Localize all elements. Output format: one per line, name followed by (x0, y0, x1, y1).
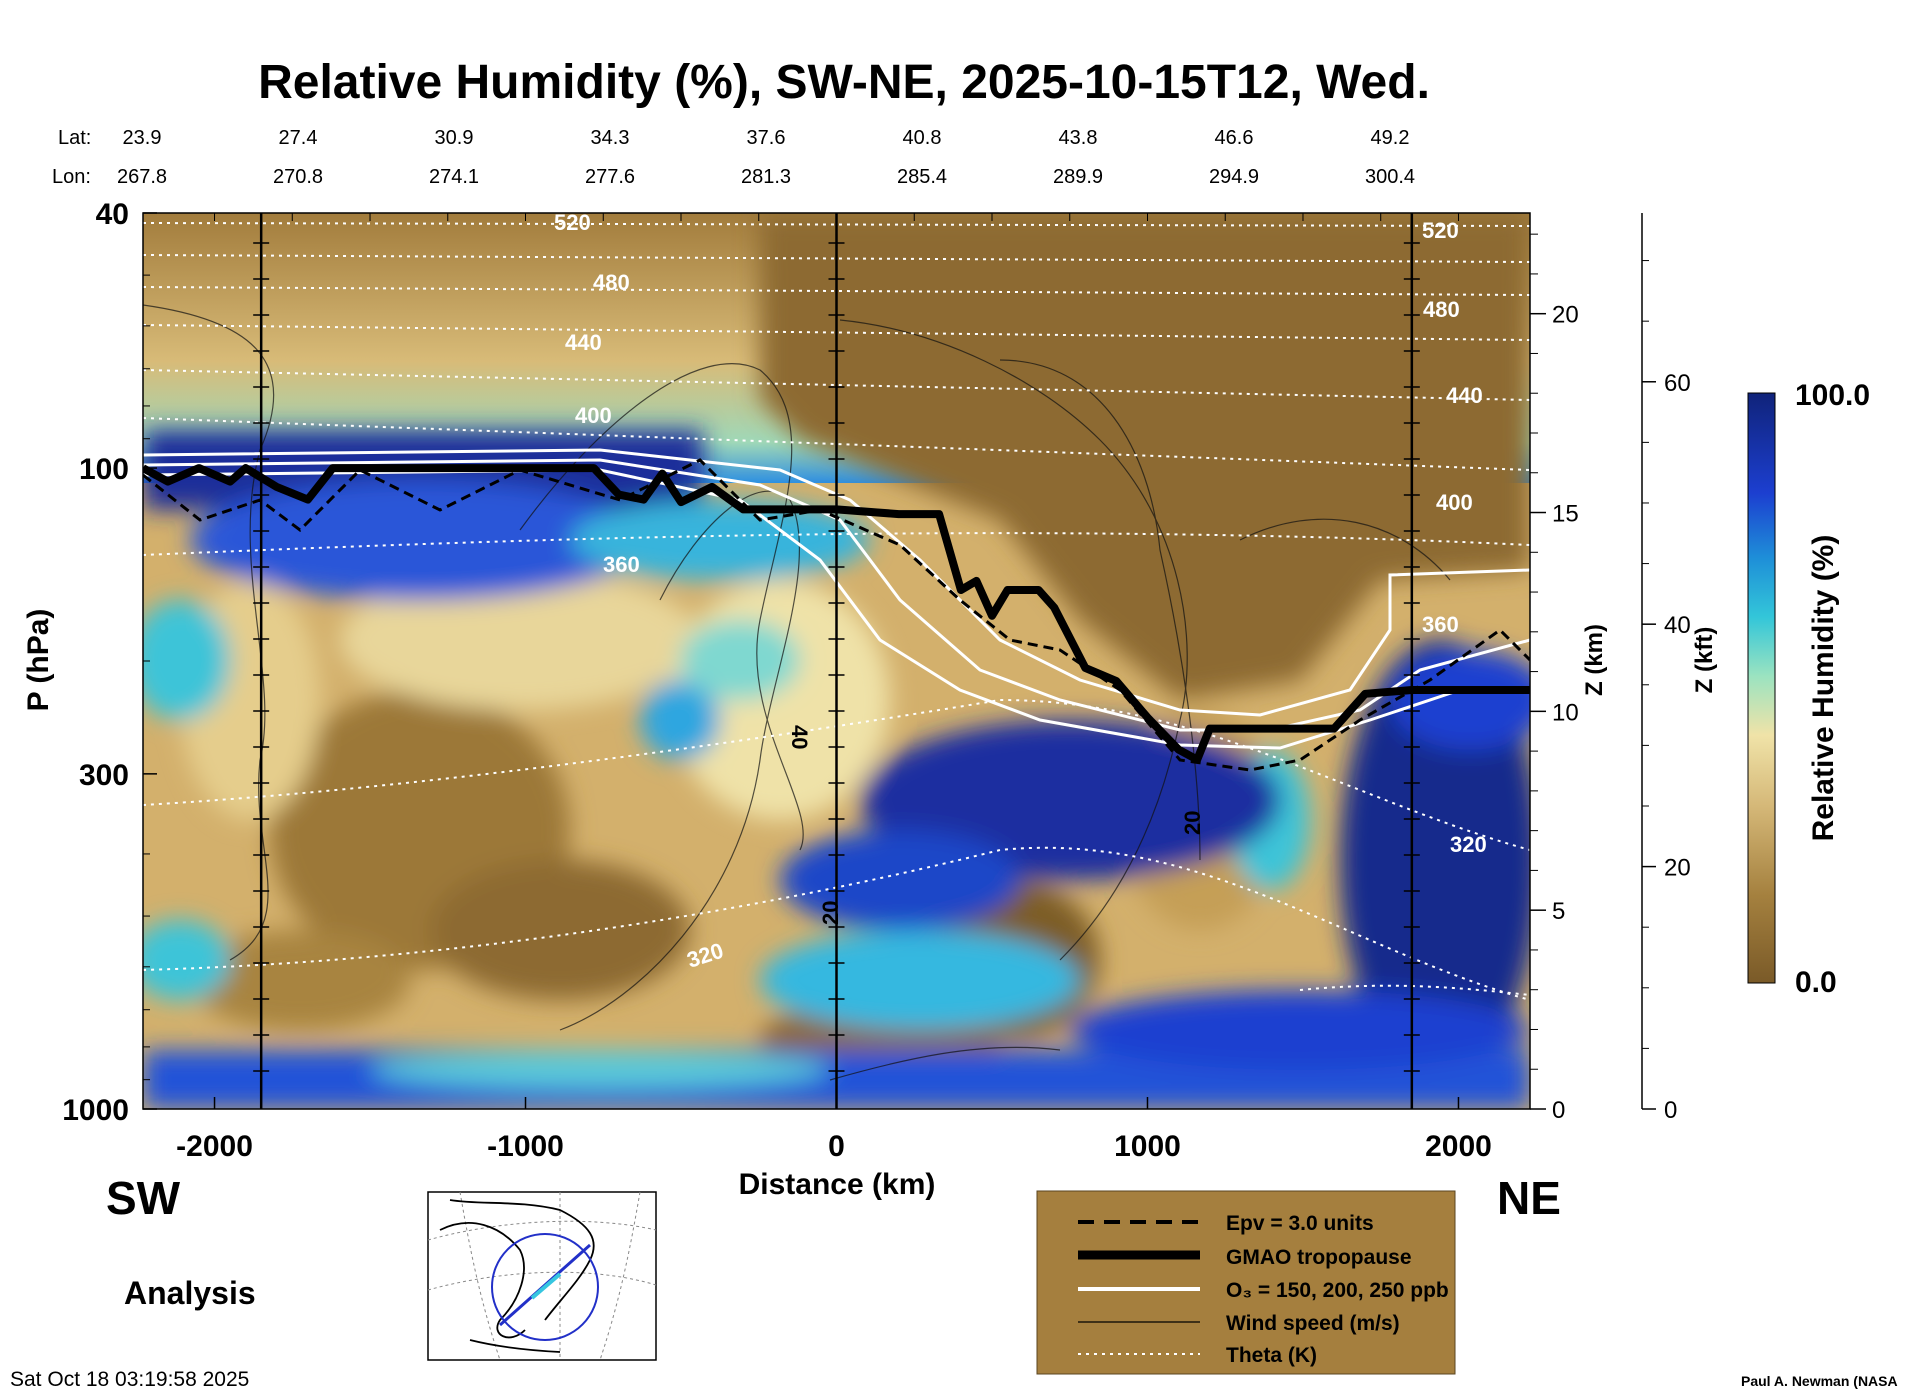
theta-label-520: 520 (554, 210, 591, 235)
chart-title: Relative Humidity (%), SW-NE, 2025-10-15… (258, 56, 1430, 109)
track-lon: 277.6 (585, 166, 635, 188)
credit: Paul A. Newman (NASA (1741, 1373, 1898, 1389)
track-lat: 40.8 (903, 127, 942, 149)
theta-label-520-right: 520 (1422, 218, 1459, 243)
theta-label-360: 360 (603, 552, 640, 577)
track-lon: 270.8 (273, 166, 323, 188)
track-lon: 285.4 (897, 166, 947, 188)
track-lat: 43.8 (1059, 127, 1098, 149)
x-tick-label: -1000 (487, 1130, 564, 1163)
z-kft-tick-label: 20 (1664, 855, 1691, 882)
y-axis-title: P (hPa) (22, 609, 55, 712)
track-lat: 37.6 (747, 127, 786, 149)
z-km-tick-label: 0 (1552, 1097, 1565, 1124)
p-tick-label: 100 (79, 453, 129, 486)
z-km-axis-ticks: 0 5 10 15 20 (1530, 233, 1579, 1124)
gmao-tropopause-line (143, 464, 1530, 764)
colorbar-bar (1747, 392, 1776, 984)
x-tick-label: 0 (828, 1130, 845, 1163)
p-tick-label: 300 (79, 759, 129, 792)
sw-label: SW (106, 1172, 181, 1224)
track-lat: 46.6 (1215, 127, 1254, 149)
x-axis-title: Distance (km) (739, 1168, 936, 1201)
z-kft-tick-label: 40 (1664, 612, 1691, 639)
z-kft-axis-ticks: 0 20 40 60 (1641, 213, 1691, 1124)
track-lat: 30.9 (435, 127, 474, 149)
track-lines (253, 213, 1420, 1109)
legend-tropopause: GMAO tropopause (1226, 1246, 1412, 1269)
track-lat: 27.4 (279, 127, 318, 149)
wind-label-20-mid: 20 (818, 901, 843, 925)
lat-row-label: Lat: (58, 127, 91, 149)
track-lon: 300.4 (1365, 166, 1415, 188)
theta-label-360-right: 360 (1422, 612, 1459, 637)
colorbar: 100.0 0.0 Relative Humidity (%) (1747, 379, 1870, 999)
z-km-axis-title: Z (km) (1581, 624, 1608, 696)
z-km-tick-label: 10 (1552, 699, 1579, 726)
humidity-field (143, 213, 1530, 1109)
track-lon: 289.9 (1053, 166, 1103, 188)
p-axis-ticks: 40 100 300 1000 (62, 198, 157, 1127)
ozone-contours (143, 448, 1530, 750)
legend-ozone: O₃ = 150, 200, 250 ppb (1226, 1279, 1449, 1302)
legend: Epv = 3.0 units GMAO tropopause O₃ = 150… (1036, 1190, 1456, 1375)
timestamp: Sat Oct 18 03:19:58 2025 (10, 1368, 249, 1391)
ne-label: NE (1497, 1172, 1561, 1224)
track-lat: 23.9 (123, 127, 162, 149)
lon-row-label: Lon: (52, 166, 91, 188)
theta-label-480-right: 480 (1423, 297, 1460, 322)
legend-wind: Wind speed (m/s) (1226, 1312, 1400, 1335)
inset-map (427, 1191, 657, 1361)
theta-contours (143, 222, 1530, 1001)
colorbar-min: 0.0 (1795, 966, 1837, 999)
legend-epv: Epv = 3.0 units (1226, 1212, 1374, 1235)
theta-label-400: 400 (575, 403, 612, 428)
track-lon: 294.9 (1209, 166, 1259, 188)
theta-label-440: 440 (565, 330, 602, 355)
z-km-tick-label: 5 (1552, 898, 1565, 925)
theta-labels: 520 480 440 400 360 320 520 480 440 400 … (554, 210, 1487, 973)
track-lat: 34.3 (591, 127, 630, 149)
track-labels: 23.9 267.8 27.4 270.8 30.9 274.1 34.3 277.6 37.6… (117, 127, 1415, 188)
p-tick-label: 1000 (62, 1094, 129, 1127)
track-lon: 274.1 (429, 166, 479, 188)
x-tick-label: 2000 (1425, 1130, 1492, 1163)
wind-labels: 40 20 20 (787, 725, 1205, 925)
track-lat: 49.2 (1371, 127, 1410, 149)
wind-label-20-right: 20 (1180, 811, 1205, 835)
z-kft-axis-title: Z (kft) (1691, 627, 1718, 694)
x-tick-label: 1000 (1114, 1130, 1181, 1163)
z-kft-tick-label: 60 (1664, 370, 1691, 397)
x-axis-ticks: -2000 -1000 0 1000 2000 (176, 213, 1492, 1163)
analysis-label: Analysis (124, 1275, 256, 1311)
x-tick-label: -2000 (176, 1130, 253, 1163)
wind-label-40: 40 (787, 725, 812, 749)
track-lon: 281.3 (741, 166, 791, 188)
epv-contour (143, 458, 1530, 772)
z-km-tick-label: 15 (1552, 501, 1579, 528)
theta-label-400-right: 400 (1436, 490, 1473, 515)
p-tick-label: 40 (96, 198, 129, 231)
theta-label-480: 480 (593, 270, 630, 295)
theta-label-320-right: 320 (1450, 832, 1487, 857)
contour-overlays (143, 222, 1530, 1081)
z-km-tick-label: 20 (1552, 302, 1579, 329)
z-kft-tick-label: 0 (1664, 1097, 1677, 1124)
legend-theta: Theta (K) (1226, 1344, 1317, 1367)
track-lon: 267.8 (117, 166, 167, 188)
colorbar-title: Relative Humidity (%) (1807, 535, 1840, 842)
colorbar-max: 100.0 (1795, 379, 1870, 412)
theta-label-440-right: 440 (1446, 383, 1483, 408)
